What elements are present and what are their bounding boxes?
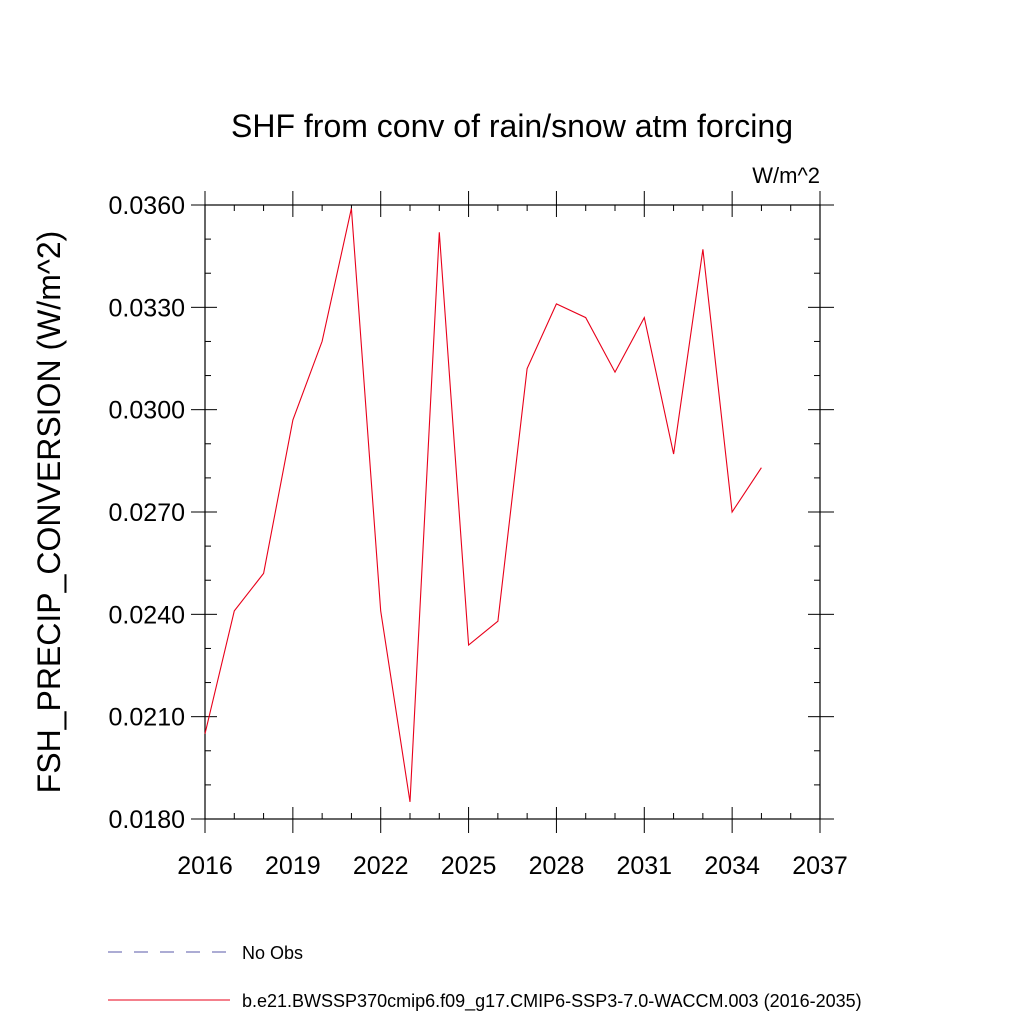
- y-axis-label: FSH_PRECIP_CONVERSION (W/m^2): [31, 231, 67, 794]
- x-tick-label: 2034: [704, 852, 760, 880]
- legend: No Obs b.e21.BWSSP370cmip6.f09_g17.CMIP6-…: [108, 943, 862, 1012]
- series-layer: [204, 208, 762, 802]
- x-axis: 2016 2019 2022 2025 2028 2031 2034 2037: [177, 191, 848, 880]
- x-tick-label: 2031: [616, 852, 672, 880]
- x-tick-label: 2022: [353, 852, 409, 880]
- y-tick-label: 0.0330: [109, 294, 185, 322]
- chart-title: SHF from conv of rain/snow atm forcing: [231, 108, 793, 144]
- y-tick-label: 0.0180: [109, 806, 185, 834]
- y-axis: 0.0180 0.0210 0.0240 0.0270 0.0300 0.0330 0.03…: [109, 192, 834, 834]
- legend-label: b.e21.BWSSP370cmip6.f09_g17.CMIP6-SSP3-7…: [242, 991, 862, 1012]
- x-tick-label: 2019: [265, 852, 321, 880]
- y-tick-label: 0.0240: [109, 601, 185, 629]
- y-tick-label: 0.0360: [109, 192, 185, 220]
- y-tick-label: 0.0300: [109, 397, 185, 425]
- x-tick-label: 2037: [792, 852, 848, 880]
- y-tick-label: 0.0210: [109, 704, 185, 732]
- legend-label: No Obs: [242, 943, 303, 963]
- plot-frame: [204, 204, 821, 820]
- units-label: W/m^2: [752, 163, 820, 188]
- y-tick-label: 0.0270: [109, 499, 185, 527]
- x-tick-label: 2028: [529, 852, 585, 880]
- x-tick-label: 2016: [177, 852, 233, 880]
- x-tick-label: 2025: [441, 852, 497, 880]
- series-line: [204, 208, 762, 802]
